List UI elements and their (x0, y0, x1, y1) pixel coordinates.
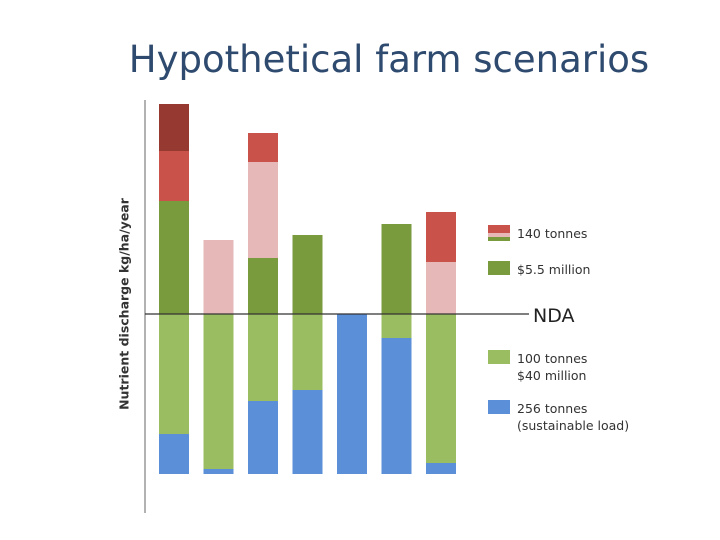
legend-label-2-line-1: $5.5 million (517, 262, 590, 277)
bar-7-segment-1-blue (426, 463, 456, 474)
bar-6-segment-3-dark_green (381, 224, 412, 314)
legend-item-4: 256 tonnes (sustainable load) (488, 400, 629, 433)
bar-3-segment-1-blue (248, 401, 278, 474)
bar-2 (203, 240, 234, 474)
bar-2-segment-2-light_green (203, 314, 234, 469)
nda-label: NDA (533, 305, 575, 327)
bar-1-segment-1-blue (159, 434, 189, 474)
bar-7 (426, 212, 456, 474)
legend-label-4-line-2: (sustainable load) (517, 418, 629, 433)
legend-label-3-line-2: $40 million (517, 368, 586, 383)
legend-label-1-line-1: 140 tonnes (517, 226, 587, 241)
bar-4-segment-3-dark_green (292, 235, 323, 314)
legend-swatch-3-light_green (488, 350, 510, 364)
legend-swatch-4-blue (488, 400, 510, 414)
chart-title: Hypothetical farm scenarios (128, 38, 650, 81)
bars-group (159, 104, 456, 474)
bar-4-segment-1-blue (292, 390, 323, 474)
bar-6 (381, 224, 412, 474)
bar-6-segment-1-blue (381, 338, 412, 474)
legend-swatch-1-pink (488, 233, 510, 237)
legend-swatch-1-dark_green (488, 237, 510, 241)
bar-3 (248, 133, 278, 474)
bar-3-segment-5-red (248, 133, 278, 162)
legend-label-4-line-1: 256 tonnes (517, 401, 587, 416)
bar-4-segment-2-light_green (292, 314, 323, 390)
bar-7-segment-2-light_green (426, 314, 456, 463)
bar-6-segment-2-light_green (381, 314, 412, 338)
bar-2-segment-1-blue (203, 469, 234, 474)
bar-3-segment-2-light_green (248, 314, 278, 401)
legend-item-2: $5.5 million (488, 261, 590, 277)
bar-1-segment-2-light_green (159, 314, 189, 434)
legend-item-1: 140 tonnes (488, 225, 587, 241)
bar-7-segment-3-pink (426, 262, 456, 314)
bar-2-segment-3-pink (203, 240, 234, 314)
bar-1 (159, 104, 189, 474)
legend-swatch-2-dark_green (488, 261, 510, 275)
bar-1-segment-3-dark_green (159, 201, 189, 314)
bar-5-segment-1-blue (337, 314, 367, 474)
legend: 140 tonnes $5.5 million 100 tonnes $40 mill… (488, 225, 629, 433)
bar-7-segment-4-red (426, 212, 456, 262)
bar-4 (292, 235, 323, 474)
legend-item-3: 100 tonnes $40 million (488, 350, 587, 383)
bar-3-segment-3-dark_green (248, 258, 278, 314)
bar-5 (337, 314, 367, 474)
bar-3-segment-4-pink (248, 162, 278, 258)
bar-1-segment-4-red (159, 151, 189, 201)
bar-1-segment-5-dark_red (159, 104, 189, 151)
legend-label-3-line-1: 100 tonnes (517, 351, 587, 366)
legend-swatch-1-red (488, 225, 510, 233)
